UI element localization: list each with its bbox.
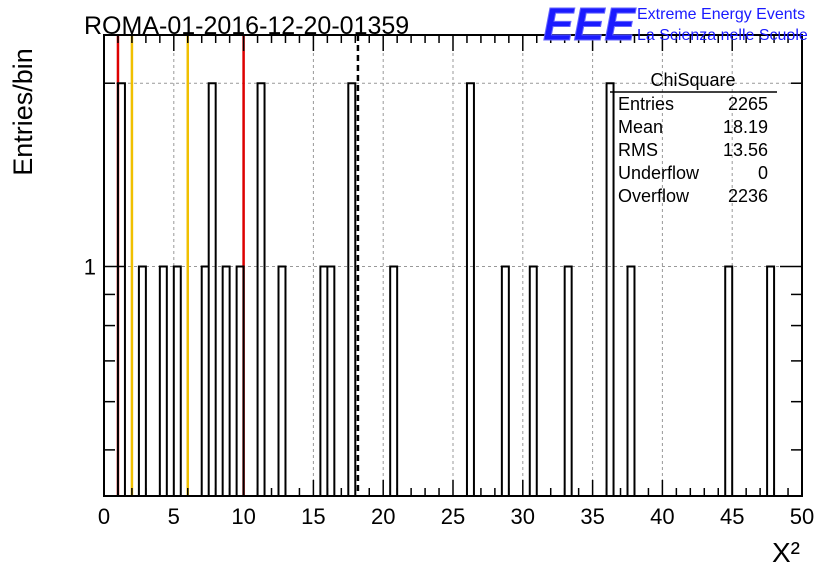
x-tick-label: 40 [650,504,674,529]
x-tick-label: 10 [231,504,255,529]
stats-label: Overflow [618,186,690,206]
histogram-bin [174,267,181,496]
histogram-bin [628,267,635,496]
x-tick-label: 25 [441,504,465,529]
histogram-bin [530,267,537,496]
x-tick-label: 35 [580,504,604,529]
stats-label: RMS [618,140,658,160]
histogram-bin [327,267,334,496]
eee-logo-mark: EEE [543,0,636,50]
histogram-bin [160,267,167,496]
histogram-bin [607,83,614,496]
histogram-bin [767,267,774,496]
x-tick-label: 50 [790,504,814,529]
stats-value: 2265 [728,94,768,114]
stats-value: 13.56 [723,140,768,160]
histogram-bin [725,267,732,496]
stats-value: 2236 [728,186,768,206]
x-tick-label: 15 [301,504,325,529]
stats-box-title: ChiSquare [650,70,735,90]
histogram-bin [223,267,230,496]
stats-box: ChiSquare Entries 2265 Mean 18.19 RMS 13.56 Un… [610,70,777,206]
y-tick-label: 1 [84,255,96,280]
histogram-bin [279,267,286,496]
x-tick-labels: 0 5 10 15 20 25 30 35 40 45 50 [98,504,814,529]
histogram-bin [565,267,572,496]
histogram-bin [202,267,209,496]
eee-logo-line1: Extreme Energy Events [637,6,805,23]
eee-logo-line2: La Scienza nelle Scuole [637,27,808,44]
histogram-bin [390,267,397,496]
x-tick-label: 20 [371,504,395,529]
histogram-bin [467,83,474,496]
histogram-bin [258,83,265,496]
x-tick-label: 30 [511,504,535,529]
reference-lines [116,35,360,496]
x-tick-label: 45 [720,504,744,529]
histogram-bin [139,267,146,496]
histogram-bin [209,83,216,496]
axis-ticks [104,35,802,496]
stats-label: Underflow [618,163,700,183]
histogram-bin [320,267,327,496]
x-axis-label: X² [772,537,800,568]
stats-value: 0 [758,163,768,183]
x-tick-label: 5 [168,504,180,529]
x-tick-label: 0 [98,504,110,529]
stats-label: Entries [618,94,674,114]
eee-logo: EEE Extreme Energy Events La Scienza nel… [543,0,808,51]
stats-label: Mean [618,117,663,137]
y-axis-label: Entries/bin [8,48,38,176]
y-tick-labels: 1 [84,255,96,280]
stats-value: 18.19 [723,117,768,137]
chart-title: ROMA-01-2016-12-20-01359 [84,12,409,40]
histogram-bin [348,83,355,496]
histogram-bin [502,267,509,496]
histogram-outline [104,82,802,497]
